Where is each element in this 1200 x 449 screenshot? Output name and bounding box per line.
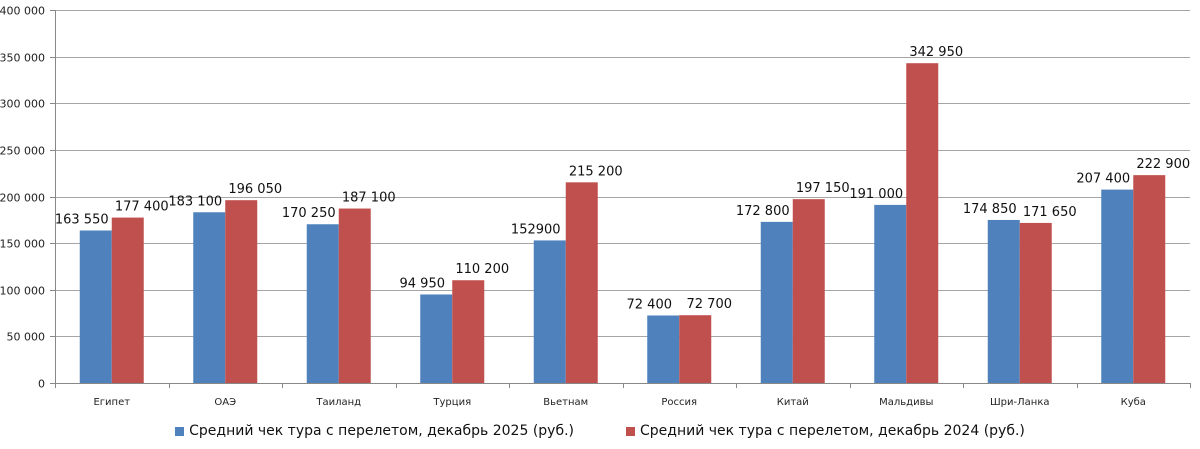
data-label: 222 900 <box>1136 157 1190 172</box>
data-label: 187 100 <box>342 191 396 206</box>
x-tick-label: Куба <box>1121 397 1146 408</box>
legend-item-2024: Средний чек тура с перелетом, декабрь 20… <box>626 423 1025 439</box>
bar <box>565 182 598 383</box>
y-tick-label: 100 000 <box>0 285 45 298</box>
bar <box>874 204 907 383</box>
x-tick-label: Россия <box>661 397 697 408</box>
bar <box>792 199 825 383</box>
x-tick-label: Египет <box>93 397 130 408</box>
data-label: 152900 <box>511 222 561 237</box>
bars <box>79 63 1166 383</box>
y-tick-label: 200 000 <box>0 192 45 205</box>
bar <box>79 230 112 383</box>
y-tick-label: 350 000 <box>0 52 45 65</box>
bar <box>111 217 144 383</box>
data-label: 207 400 <box>1076 172 1130 187</box>
bar <box>1133 175 1166 383</box>
y-tick-label: 300 000 <box>0 98 45 111</box>
y-tick-label: 0 <box>38 378 45 391</box>
legend-item-2025: Средний чек тура с перелетом, декабрь 20… <box>175 423 574 439</box>
data-label: 342 950 <box>909 45 963 60</box>
bar <box>987 219 1020 383</box>
y-tick-label: 400 000 <box>0 5 45 18</box>
legend: Средний чек тура с перелетом, декабрь 20… <box>0 423 1200 439</box>
data-label: 163 550 <box>55 212 109 227</box>
bar <box>452 280 485 383</box>
legend-label-2025: Средний чек тура с перелетом, декабрь 20… <box>189 423 574 439</box>
data-label: 183 100 <box>168 194 222 209</box>
x-tick-label: Таиланд <box>315 397 361 408</box>
x-tick-label: Шри-Ланка <box>990 397 1050 408</box>
data-label: 72 700 <box>687 297 733 312</box>
x-tick-label: Китай <box>777 397 809 408</box>
y-tick-label: 150 000 <box>0 238 45 251</box>
legend-swatch-2025 <box>175 426 185 436</box>
data-label: 177 400 <box>115 200 169 215</box>
x-axis: Египет ОАЭ Таиланд Турция Вьетнам Россия Китай… <box>55 383 1191 408</box>
legend-label-2024: Средний чек тура с перелетом, декабрь 20… <box>640 423 1025 439</box>
bar <box>1101 189 1134 383</box>
x-tick-label: Мальдивы <box>879 397 933 408</box>
bar <box>647 315 680 383</box>
bar <box>533 240 566 383</box>
x-tick-label: Вьетнам <box>543 397 588 408</box>
data-label: 215 200 <box>569 164 623 179</box>
x-tick-label: ОАЭ <box>214 397 236 408</box>
data-label: 196 050 <box>228 182 282 197</box>
data-label: 94 950 <box>400 276 446 291</box>
data-label: 191 000 <box>849 187 903 202</box>
data-label: 197 150 <box>796 181 850 196</box>
data-label: 172 800 <box>736 204 790 219</box>
bar <box>760 221 793 383</box>
y-tick-label: 50 000 <box>7 331 46 344</box>
bar <box>420 294 453 383</box>
bar <box>1019 222 1052 383</box>
bar <box>193 212 226 383</box>
data-label: 170 250 <box>282 206 336 221</box>
legend-swatch-2024 <box>626 426 635 436</box>
y-tick-label: 250 000 <box>0 145 45 158</box>
bar <box>306 224 339 383</box>
data-label: 171 650 <box>1023 205 1077 220</box>
data-label: 72 400 <box>627 297 673 312</box>
data-label: 174 850 <box>963 202 1017 217</box>
x-tick-label: Турция <box>432 397 471 408</box>
y-axis: 0 50 000 100 000 150 000 200 000 250 000 300 0… <box>0 5 56 391</box>
data-label: 110 200 <box>455 262 509 277</box>
bar <box>338 208 371 383</box>
bar <box>679 315 712 383</box>
bar <box>906 63 939 383</box>
bar <box>225 200 258 383</box>
